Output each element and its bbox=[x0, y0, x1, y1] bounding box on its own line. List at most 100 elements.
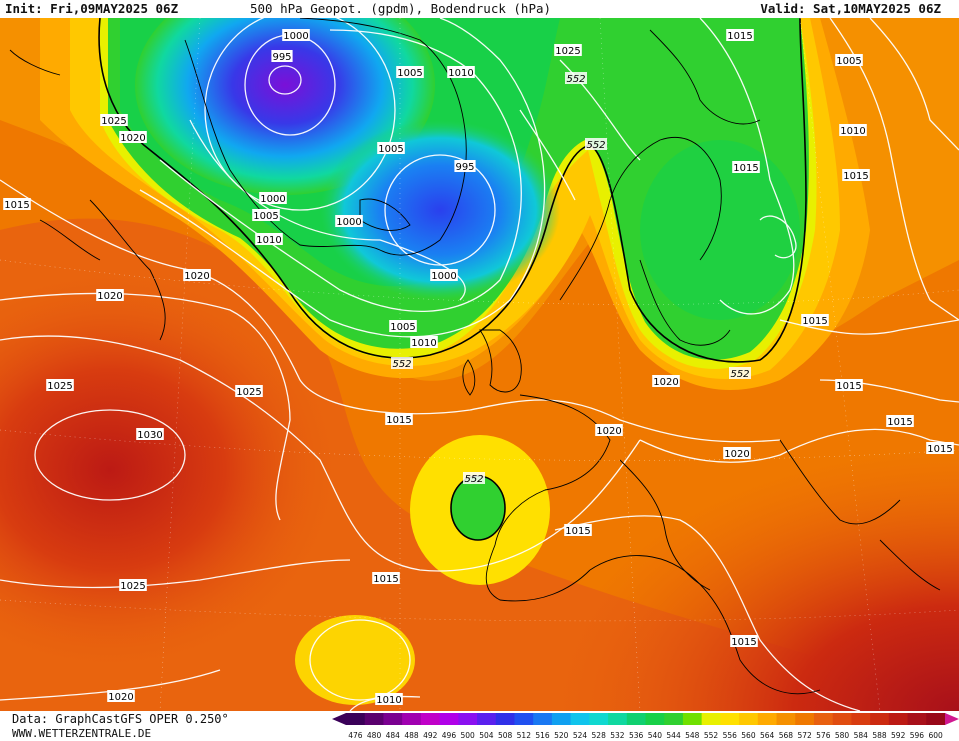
contour-high-west bbox=[0, 270, 340, 670]
isobar-label-text: 1015 bbox=[733, 163, 758, 174]
map-header: Init: Fri,09MAY2025 06Z 500 hPa Geopot. … bbox=[0, 0, 959, 18]
isobar-label-text: 1015 bbox=[4, 200, 29, 211]
isobar-label-text: 1030 bbox=[137, 430, 162, 441]
legend-swatch bbox=[926, 713, 946, 725]
isobar-label-text: 1025 bbox=[236, 387, 261, 398]
legend-swatch bbox=[551, 713, 572, 725]
legend-swatch bbox=[477, 713, 497, 725]
legend-tick-label: 516 bbox=[535, 731, 550, 740]
isobar-label-text: 1015 bbox=[386, 415, 411, 426]
legend-arrow-left bbox=[332, 713, 346, 725]
isobar-label-text: 1020 bbox=[108, 692, 133, 703]
isobar-label-text: 1000 bbox=[260, 194, 285, 205]
isobar-label-text: 1015 bbox=[373, 574, 398, 585]
isobar-label: 1015 bbox=[3, 198, 31, 211]
legend-swatch bbox=[645, 713, 665, 725]
geopotential-label: 552 bbox=[585, 138, 607, 151]
isobar-label-text: 1020 bbox=[653, 377, 678, 388]
legend-tick-label: 576 bbox=[816, 731, 831, 740]
geopotential-label-text: 552 bbox=[730, 369, 749, 380]
atlantic-yellow-blob bbox=[295, 615, 415, 705]
contour-southeast bbox=[500, 420, 959, 711]
isobar-label: 1020 bbox=[107, 690, 135, 703]
isobar-label-text: 995 bbox=[455, 162, 474, 173]
valid-time: Valid: Sat,10MAY2025 06Z bbox=[760, 1, 941, 16]
isobar-label: 1020 bbox=[595, 424, 623, 437]
legend-swatch bbox=[402, 713, 422, 725]
legend-swatch bbox=[608, 713, 628, 725]
isobar-label: 1010 bbox=[447, 66, 475, 79]
legend-swatch bbox=[701, 713, 721, 725]
legend-swatch bbox=[626, 713, 646, 725]
isobar-label-text: 1010 bbox=[376, 695, 401, 706]
isobar-label-text: 995 bbox=[272, 52, 291, 63]
isobar-label: 1025 bbox=[235, 385, 263, 398]
isobar-label: 1025 bbox=[554, 44, 582, 57]
legend-swatch bbox=[495, 713, 515, 725]
isobar-label-text: 1010 bbox=[840, 126, 865, 137]
legend-tick-label: 528 bbox=[592, 731, 607, 740]
isobar-label: 1030 bbox=[136, 428, 164, 441]
isobar-label-text: 1010 bbox=[256, 235, 281, 246]
isobar-label-text: 1005 bbox=[390, 322, 415, 333]
legend-swatch bbox=[364, 713, 384, 725]
legend-tick-label: 512 bbox=[517, 731, 532, 740]
geopotential-label-text: 552 bbox=[464, 474, 483, 485]
legend-tick-label: 548 bbox=[685, 731, 700, 740]
isobar-label: 1015 bbox=[385, 413, 413, 426]
isobar-label: 1000 bbox=[335, 215, 363, 228]
isobar-label-text: 1020 bbox=[184, 271, 209, 282]
isobar-label: 995 bbox=[454, 160, 476, 173]
isobar-label-text: 1000 bbox=[431, 271, 456, 282]
legend-swatch bbox=[682, 713, 703, 725]
legend-tick-label: 536 bbox=[629, 731, 644, 740]
isobar-label: 995 bbox=[271, 50, 293, 63]
legend-swatch bbox=[888, 713, 909, 725]
legend-tick-label: 508 bbox=[498, 731, 513, 740]
legend-tick-label: 556 bbox=[723, 731, 738, 740]
isobar-label-text: 1020 bbox=[97, 291, 122, 302]
isobar-label: 1015 bbox=[564, 524, 592, 537]
legend-swatch bbox=[420, 713, 441, 725]
legend-swatch bbox=[757, 713, 778, 725]
legend-tick-label: 520 bbox=[554, 731, 569, 740]
legend-swatch bbox=[533, 713, 553, 725]
isobar-label-text: 1005 bbox=[253, 211, 278, 222]
isobar-label-text: 1015 bbox=[887, 417, 912, 428]
legend-swatch bbox=[795, 713, 815, 725]
geopotential-label: 552 bbox=[391, 357, 413, 370]
isobar-label-text: 1000 bbox=[336, 217, 361, 228]
isobar-label-text: 1015 bbox=[731, 637, 756, 648]
isobar-label: 1005 bbox=[252, 209, 280, 222]
isobar-label-text: 1005 bbox=[836, 56, 861, 67]
geopotential-label-text: 552 bbox=[586, 140, 605, 151]
isobar-lines bbox=[0, 18, 959, 711]
geopotential-label: 552 bbox=[729, 367, 751, 380]
isobar-label-text: 1020 bbox=[120, 133, 145, 144]
isobar-label: 1010 bbox=[839, 124, 867, 137]
legend-tick-label: 484 bbox=[386, 731, 401, 740]
legend-swatch bbox=[346, 713, 366, 725]
legend-tick-label: 492 bbox=[423, 731, 438, 740]
low-scandinavia bbox=[640, 140, 800, 320]
legend-tick-label: 544 bbox=[666, 731, 681, 740]
isobar-label: 1020 bbox=[183, 269, 211, 282]
legend-tick-label: 532 bbox=[610, 731, 625, 740]
isobar-label: 1020 bbox=[723, 447, 751, 460]
legend-swatch bbox=[589, 713, 609, 725]
isobar-label: 1015 bbox=[886, 415, 914, 428]
isobar-label: 1000 bbox=[282, 29, 310, 42]
legend-swatch bbox=[570, 713, 590, 725]
isobar-label-text: 1010 bbox=[411, 338, 436, 349]
isobar-label-text: 1025 bbox=[101, 116, 126, 127]
legend-tick-label: 584 bbox=[854, 731, 869, 740]
isobar-label: 1015 bbox=[732, 161, 760, 174]
geopotential-label-text: 552 bbox=[392, 359, 411, 370]
weather-map: 1000 995 1005 1010 1025 1015 1005 1025 1020 1005 9… bbox=[0, 18, 959, 711]
isobar-label-text: 1005 bbox=[397, 68, 422, 79]
legend-tick-label: 524 bbox=[573, 731, 588, 740]
isobar-label-text: 1015 bbox=[927, 444, 952, 455]
legend-tick-label: 552 bbox=[704, 731, 719, 740]
isobar-label: 1000 bbox=[259, 192, 287, 205]
legend-swatch bbox=[776, 713, 796, 725]
